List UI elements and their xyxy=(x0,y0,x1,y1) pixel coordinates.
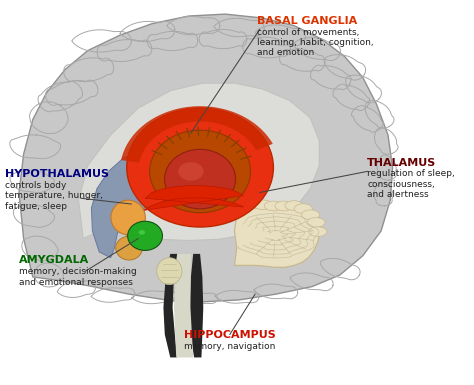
Polygon shape xyxy=(143,186,244,211)
Text: memory, navigation: memory, navigation xyxy=(184,342,275,351)
Ellipse shape xyxy=(254,200,272,209)
Ellipse shape xyxy=(275,201,293,211)
Text: BASAL GANGLIA: BASAL GANGLIA xyxy=(257,16,357,26)
Ellipse shape xyxy=(231,201,251,211)
Polygon shape xyxy=(121,106,273,163)
Ellipse shape xyxy=(116,236,142,260)
Polygon shape xyxy=(174,254,193,357)
Text: memory, decision-making
and emotional responses: memory, decision-making and emotional re… xyxy=(19,267,137,287)
Ellipse shape xyxy=(285,201,303,210)
Ellipse shape xyxy=(309,227,327,236)
Ellipse shape xyxy=(178,162,203,181)
Ellipse shape xyxy=(301,210,319,219)
Polygon shape xyxy=(19,14,392,302)
Text: regulation of sleep,
consciousness,
and alertness: regulation of sleep, consciousness, and … xyxy=(367,169,455,199)
Ellipse shape xyxy=(127,108,273,227)
Ellipse shape xyxy=(264,201,283,211)
Ellipse shape xyxy=(164,149,236,209)
Text: controls body
temperature, hunger,
fatigue, sleep: controls body temperature, hunger, fatig… xyxy=(5,181,103,211)
Text: THALAMUS: THALAMUS xyxy=(367,157,437,167)
Ellipse shape xyxy=(139,230,145,235)
Ellipse shape xyxy=(150,130,250,213)
Ellipse shape xyxy=(307,218,325,227)
Polygon shape xyxy=(91,146,192,258)
Text: control of movements,
learning, habit, cognition,
and emotion: control of movements, learning, habit, c… xyxy=(257,28,374,57)
Ellipse shape xyxy=(111,200,146,235)
Circle shape xyxy=(128,221,163,250)
Text: HYPOTHALAMUS: HYPOTHALAMUS xyxy=(5,169,109,179)
Ellipse shape xyxy=(294,204,312,213)
Polygon shape xyxy=(79,83,319,241)
Polygon shape xyxy=(235,204,319,267)
Polygon shape xyxy=(190,254,203,357)
Ellipse shape xyxy=(157,258,182,285)
Polygon shape xyxy=(164,254,177,357)
Text: AMYGDALA: AMYGDALA xyxy=(19,255,89,265)
Text: HIPPOCAMPUS: HIPPOCAMPUS xyxy=(184,330,276,340)
Ellipse shape xyxy=(243,199,261,209)
